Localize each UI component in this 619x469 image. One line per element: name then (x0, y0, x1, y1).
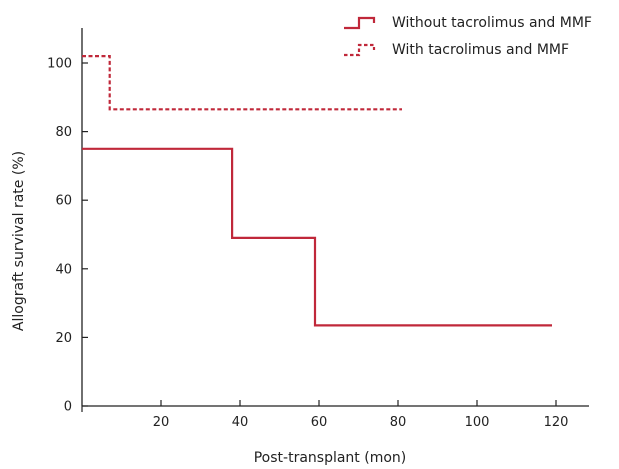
y-axis-title: Allograft survival rate (%) (11, 151, 27, 331)
legend-label-2: With tacrolimus and MMF (392, 42, 569, 58)
series-layer (82, 54, 552, 327)
ticks: 20 40 60 80 100 120 0 20 40 60 80 100 (47, 57, 568, 431)
y-tick-label-80: 80 (55, 125, 72, 140)
series-line-2 (82, 54, 402, 111)
x-tick-label-100: 100 (465, 415, 490, 430)
y-tick-label-40: 40 (55, 262, 72, 277)
x-tick-label-40: 40 (232, 415, 249, 430)
axes (81, 28, 589, 407)
y-tick-label-100: 100 (47, 57, 72, 72)
x-tick-label-60: 60 (311, 415, 328, 430)
y-tick-label-0: 0 (64, 400, 72, 415)
x-tick-label-20: 20 (153, 415, 170, 430)
x-tick-label-120: 120 (544, 415, 569, 430)
series-line-1 (82, 147, 552, 327)
y-tick-label-60: 60 (55, 194, 72, 209)
legend-swatch-1 (344, 16, 376, 30)
x-tick-label-80: 80 (390, 415, 407, 430)
x-axis-title: Post-transplant (mon) (254, 450, 407, 466)
y-tick-label-20: 20 (55, 331, 72, 346)
legend-label-1: Without tacrolimus and MMF (392, 15, 592, 31)
legend-swatch-2 (344, 43, 376, 57)
legend: Without tacrolimus and MMF With tacrolimu… (344, 15, 592, 58)
